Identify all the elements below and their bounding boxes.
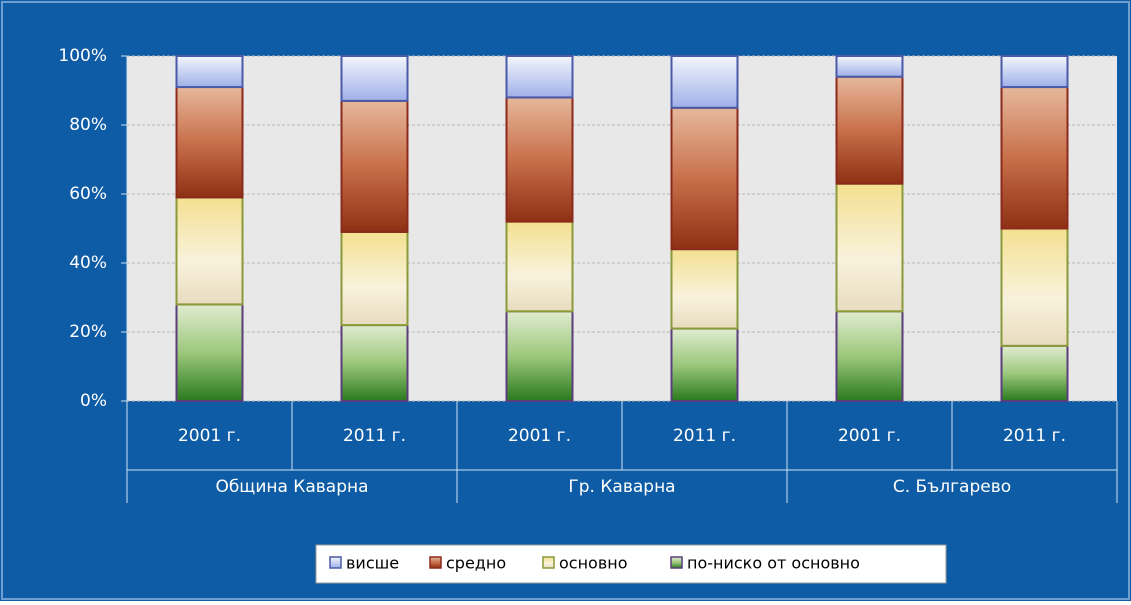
x-tick-label: 2001 г.	[508, 426, 571, 446]
x-tick-label: 2011 г.	[1003, 426, 1066, 446]
legend-swatch	[542, 556, 555, 569]
bar-segment	[670, 55, 739, 109]
bar-segment	[1000, 86, 1069, 230]
bar-segment	[340, 55, 409, 102]
bar-segment	[505, 310, 574, 402]
y-tick-label: 0%	[80, 391, 107, 411]
bar-segment	[175, 86, 244, 199]
bar-segment	[835, 75, 904, 185]
bar-segment	[505, 96, 574, 223]
y-tick-label: 20%	[69, 322, 107, 342]
bar-segment	[175, 55, 244, 89]
legend-label: средно	[446, 554, 506, 573]
y-tick-label: 100%	[58, 46, 107, 66]
x-group-label: Гр. Каварна	[568, 477, 675, 497]
y-tick-label: 40%	[69, 253, 107, 273]
bar-segment	[835, 55, 904, 78]
bar-segment	[175, 196, 244, 306]
x-tick-label: 2001 г.	[178, 426, 241, 446]
legend-label: основно	[559, 554, 628, 573]
bar-segment	[505, 55, 574, 99]
x-tick-label: 2011 г.	[343, 426, 406, 446]
bar-segment	[1000, 55, 1069, 89]
bar-segment	[340, 230, 409, 327]
bar-segment	[670, 327, 739, 402]
x-tick-label: 2011 г.	[673, 426, 736, 446]
legend-box	[315, 544, 947, 584]
x-tick-label: 2001 г.	[838, 426, 901, 446]
bar-segment	[670, 248, 739, 330]
y-tick-label: 60%	[69, 184, 107, 204]
bar-segment	[1000, 227, 1069, 347]
legend-label: висше	[346, 554, 399, 573]
bar-segment	[340, 99, 409, 233]
bar-segment	[835, 182, 904, 313]
legend-label: по-ниско от основно	[687, 554, 860, 573]
legend-swatch	[429, 556, 442, 569]
bar-segment	[835, 310, 904, 402]
bar-segment	[505, 220, 574, 313]
x-group-label: Община Каварна	[215, 477, 368, 497]
bar-segment	[670, 106, 739, 251]
bar-segment	[1000, 344, 1069, 402]
bar-segment	[340, 324, 409, 403]
legend-swatch	[329, 556, 342, 569]
legend-swatch	[670, 556, 683, 569]
x-group-label: С. Българево	[893, 477, 1011, 497]
plot-area	[127, 56, 1117, 401]
y-tick-label: 80%	[69, 115, 107, 135]
bar-segment	[175, 303, 244, 402]
